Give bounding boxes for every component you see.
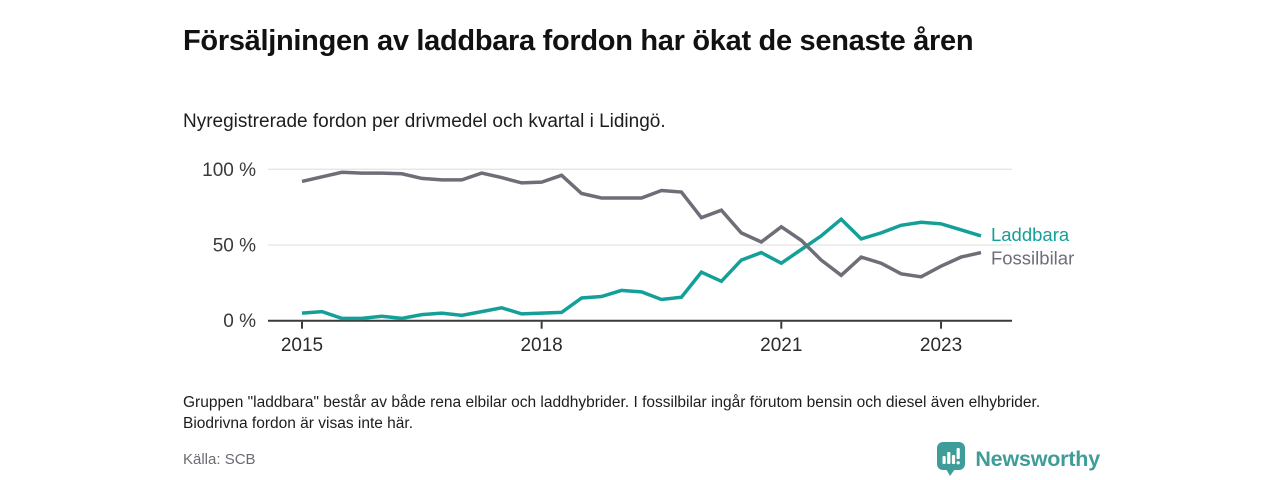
y-axis-tick-label: 50 % bbox=[213, 235, 256, 256]
series-label-fossilbilar: Fossilbilar bbox=[991, 248, 1074, 269]
chart-subtitle: Nyregistrerade fordon per drivmedel och … bbox=[183, 111, 666, 132]
y-axis-tick-label: 100 % bbox=[202, 160, 256, 181]
x-axis-tick-label: 2018 bbox=[520, 335, 562, 356]
chart-footnote: Gruppen "laddbara" består av både rena e… bbox=[183, 393, 1041, 432]
newsworthy-wordmark: Newsworthy bbox=[975, 446, 1100, 471]
source-label: Källa: SCB bbox=[183, 450, 256, 468]
newsworthy-logo-icon bbox=[937, 442, 966, 476]
y-axis-tick-label: 0 % bbox=[223, 311, 256, 332]
laddbara-line bbox=[301, 216, 982, 321]
newsworthy-brand: Newsworthy bbox=[936, 441, 1100, 477]
series-label-laddbara: Laddbara bbox=[991, 224, 1070, 245]
x-axis-tick-label: 2023 bbox=[920, 335, 962, 356]
page-title: Försäljningen av laddbara fordon har öka… bbox=[183, 25, 974, 58]
x-axis-tick-label: 2021 bbox=[760, 335, 802, 356]
footer: Källa: SCB Newsworthy bbox=[183, 440, 1100, 478]
x-axis-tick-label: 2015 bbox=[281, 335, 323, 356]
fossilbilar-line bbox=[301, 170, 982, 279]
